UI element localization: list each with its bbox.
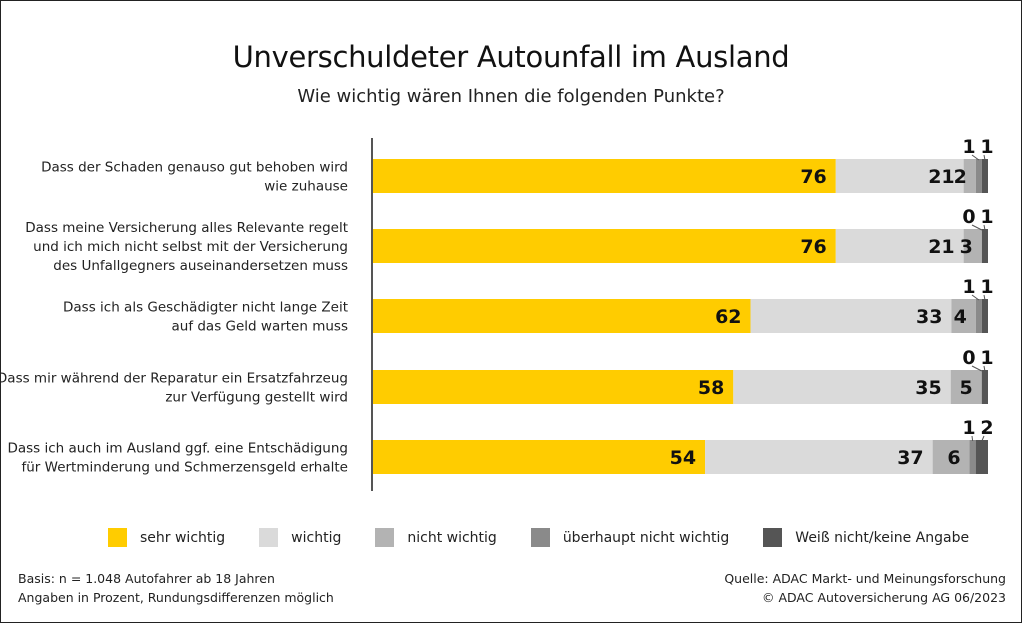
leader-line <box>983 365 986 372</box>
data-label: 37 <box>897 447 923 469</box>
data-label: 21 <box>928 166 954 188</box>
legend-label: wichtig <box>291 529 342 546</box>
legend-swatch <box>375 528 395 547</box>
data-label-small: 1 <box>980 276 993 298</box>
legend-item-ueberhaupt-nicht-wichtig: überhaupt nicht wichtig <box>530 528 730 547</box>
chart-title: Unverschuldeter Autounfall im Ausland <box>232 40 790 74</box>
bar-segment-0 <box>373 370 734 404</box>
data-label: 6 <box>947 447 960 469</box>
category-label: Dass ich auch im Ausland ggf. eine Entsc… <box>7 441 348 457</box>
leader-line <box>983 294 986 301</box>
legend-swatch <box>763 528 783 547</box>
chart-subtitle: Wie wichtig wären Ihnen die folgenden Pu… <box>297 86 725 107</box>
bar-segment-0 <box>373 159 836 193</box>
legend-swatch <box>259 528 279 547</box>
legend-label: nicht wichtig <box>407 529 497 546</box>
bar-segment-1 <box>750 299 952 333</box>
leader-line <box>971 154 980 161</box>
bar-segment-0 <box>373 299 751 333</box>
data-label-small: 1 <box>980 136 993 158</box>
category-label: und ich mich nicht selbst mit der Versic… <box>33 239 348 255</box>
bar-segment-1 <box>705 440 933 474</box>
legend-item-nicht-wichtig: nicht wichtig <box>375 528 497 547</box>
legend-label: sehr wichtig <box>140 529 226 546</box>
bar-segment-4 <box>981 229 988 263</box>
category-label: Dass mir während der Reparatur ein Ersat… <box>0 371 348 387</box>
leader-line <box>971 294 980 301</box>
footer-basis-line: Basis: n = 1.048 Autofahrer ab 18 Jahren <box>18 571 275 586</box>
data-label-small: 2 <box>980 417 993 439</box>
footer-copyright-line: © ADAC Autoversicherung AG 06/2023 <box>762 590 1006 605</box>
bar-segment-3 <box>975 299 982 333</box>
leader-line <box>971 435 974 442</box>
bar-segment-1 <box>733 370 951 404</box>
legend-item-weiss-nicht: Weiß nicht/keine Angabe <box>763 528 969 547</box>
footer-source-line: Quelle: ADAC Markt- und Meinungsforschun… <box>724 571 1006 586</box>
data-label-small: 1 <box>962 136 975 158</box>
bar-segment-1 <box>835 229 964 263</box>
legend-item-sehr-wichtig: sehr wichtig <box>108 528 225 547</box>
data-label: 76 <box>800 166 826 188</box>
bar-segment-2 <box>950 370 982 404</box>
data-label: 3 <box>960 236 973 258</box>
leader-line <box>983 224 986 231</box>
category-label: Dass ich als Geschädigter nicht lange Ze… <box>63 300 348 316</box>
category-label: auf das Geld warten muss <box>171 319 348 335</box>
bar-segment-4 <box>975 440 988 474</box>
category-label: für Wertminderung und Schmerzensgeld erh… <box>21 460 348 476</box>
data-label: 62 <box>715 306 741 328</box>
bar-segment-0 <box>373 229 836 263</box>
category-label: wie zuhause <box>264 179 348 195</box>
category-label: Dass der Schaden genauso gut behoben wir… <box>41 160 348 176</box>
leader-line <box>971 224 983 231</box>
data-label: 4 <box>954 306 967 328</box>
legend-label: überhaupt nicht wichtig <box>562 529 730 546</box>
legend-swatch <box>108 528 127 547</box>
category-label: zur Verfügung gestellt wird <box>165 390 348 406</box>
data-label: 2 <box>954 166 967 188</box>
legend-swatch <box>530 528 550 547</box>
leader-line <box>971 365 983 372</box>
data-label-small: 0 <box>962 206 975 228</box>
category-label: des Unfallgegners auseinandersetzen muss <box>53 258 348 274</box>
data-label-small: 1 <box>962 276 975 298</box>
bar-segment-4 <box>981 299 988 333</box>
bar-segment-3 <box>975 159 982 193</box>
bar-segment-2 <box>963 159 976 193</box>
bar-segment-2 <box>963 229 982 263</box>
data-label: 76 <box>800 236 826 258</box>
leader-line <box>981 435 985 442</box>
data-label: 5 <box>960 377 973 399</box>
category-label: Dass meine Versicherung alles Relevante … <box>25 220 348 236</box>
data-label-small: 1 <box>980 206 993 228</box>
legend-label: Weiß nicht/keine Angabe <box>795 529 970 546</box>
bar-segment-3 <box>969 440 976 474</box>
legend: sehr wichtig wichtig nicht wichtig überh… <box>108 528 1003 547</box>
data-label-small: 1 <box>980 347 993 369</box>
bar-segment-2 <box>932 440 970 474</box>
bar-segment-0 <box>373 440 706 474</box>
data-label: 54 <box>670 447 696 469</box>
bar-segment-1 <box>835 159 964 193</box>
data-label: 33 <box>916 306 942 328</box>
data-label-small: 1 <box>962 417 975 439</box>
bar-segment-2 <box>951 299 976 333</box>
bar-segment-4 <box>981 370 988 404</box>
footer-basis: Basis: n = 1.048 Autofahrer ab 18 Jahren… <box>18 569 334 607</box>
footer-note-line: Angaben in Prozent, Rundungsdifferenzen … <box>18 590 334 605</box>
data-label: 58 <box>698 377 724 399</box>
data-label-small: 0 <box>962 347 975 369</box>
legend-item-wichtig: wichtig <box>259 528 341 547</box>
bar-segment-4 <box>981 159 988 193</box>
footer-source: Quelle: ADAC Markt- und Meinungsforschun… <box>724 569 1006 607</box>
data-label: 21 <box>928 236 954 258</box>
data-label: 35 <box>915 377 941 399</box>
leader-line <box>983 154 986 161</box>
